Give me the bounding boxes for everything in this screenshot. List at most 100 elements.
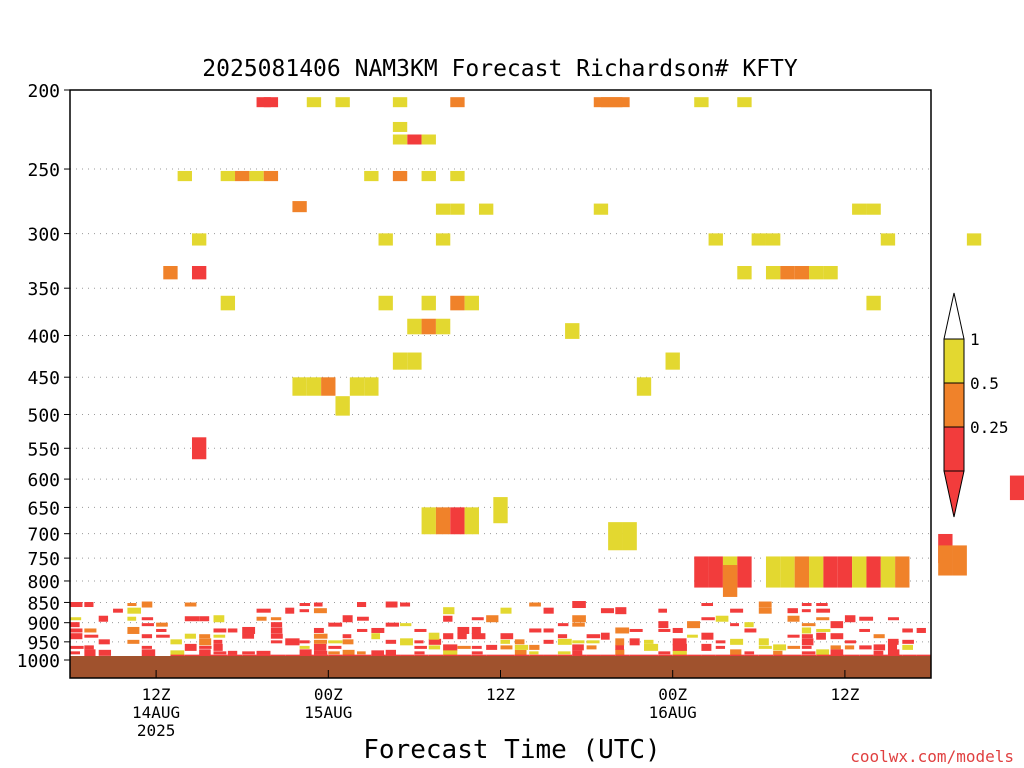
data-cell: [694, 556, 709, 588]
boundary-cell: [830, 645, 841, 650]
boundary-cell: [658, 621, 669, 629]
boundary-cell: [313, 633, 328, 639]
boundary-cell: [543, 639, 554, 644]
x-tick-label: 00Z: [658, 685, 687, 704]
boundary-cell: [400, 638, 413, 646]
boundary-cell: [199, 645, 212, 649]
boundary-cell: [500, 607, 512, 614]
y-tick-label: 400: [27, 326, 60, 347]
data-cell: [608, 522, 623, 551]
boundary-cell: [156, 622, 168, 627]
data-cell: [780, 265, 795, 280]
boundary-cell: [715, 640, 726, 644]
boundary-cell: [572, 640, 585, 644]
y-tick-label: 700: [27, 525, 60, 546]
boundary-cell: [715, 645, 726, 649]
boundary-cell: [328, 622, 343, 627]
boundary-cell: [457, 626, 470, 634]
boundary-cell: [787, 645, 801, 649]
boundary-cell: [572, 622, 585, 627]
boundary-cell: [414, 628, 427, 632]
boundary-cell: [859, 628, 871, 632]
data-cell: [1009, 475, 1024, 501]
boundary-cell: [414, 651, 425, 655]
boundary-cell: [586, 640, 600, 644]
data-cell: [263, 170, 279, 182]
boundary-cell: [902, 628, 913, 633]
data-cell: [435, 507, 451, 535]
boundary-cell: [701, 617, 715, 621]
boundary-cell: [70, 633, 83, 640]
boundary-cell: [658, 608, 668, 613]
data-cell: [292, 201, 307, 213]
data-cell: [306, 97, 322, 108]
data-cell: [191, 233, 207, 246]
x-tick-label: 2025: [137, 721, 176, 740]
boundary-cell: [514, 649, 527, 656]
data-cell: [694, 97, 709, 108]
boundary-cell: [98, 615, 109, 622]
y-tick-label: 650: [27, 498, 60, 519]
boundary-cell: [801, 609, 811, 613]
boundary-cell: [70, 622, 80, 628]
boundary-cell: [170, 639, 182, 645]
data-cell: [708, 233, 723, 246]
boundary-cell: [357, 651, 366, 655]
boundary-cell: [500, 639, 511, 644]
boundary-cell: [141, 623, 154, 627]
boundary-cell: [127, 603, 137, 607]
boundary-cell: [486, 615, 499, 623]
data-cell: [751, 233, 766, 246]
data-cell: [392, 134, 408, 145]
boundary-cell: [471, 645, 482, 649]
boundary-cell: [715, 615, 729, 622]
data-cell: [493, 497, 508, 524]
chart-title: 2025081406 NAM3KM Forecast Richardson# K…: [202, 56, 798, 82]
x-tick-label: 14AUG: [132, 703, 180, 722]
data-cell: [256, 97, 271, 108]
boundary-cell: [787, 608, 798, 614]
data-cell: [407, 134, 422, 145]
legend: 1 0.5 0.25: [943, 292, 1009, 518]
data-cell: [852, 556, 867, 588]
boundary-cell: [98, 639, 110, 645]
boundary-cell: [385, 639, 397, 644]
boundary-cell: [816, 628, 831, 632]
data-cell: [235, 170, 250, 182]
boundary-cell: [801, 627, 812, 634]
boundary-cell: [457, 645, 471, 649]
data-cell: [837, 556, 853, 588]
boundary-cell: [328, 640, 343, 644]
boundary-cell: [242, 633, 255, 639]
y-axis: 200 250 300 350 400 450 500 550 600 650 700 7508008…: [17, 81, 70, 672]
boundary-cell: [84, 649, 96, 657]
boundary-cell: [299, 645, 310, 649]
boundary-cell: [615, 649, 625, 657]
boundary-cell: [529, 602, 541, 607]
y-tick-label: 750: [27, 549, 60, 570]
data-cell: [306, 377, 322, 396]
data-cell: [364, 170, 379, 182]
boundary-cell: [830, 633, 844, 640]
data-cell: [737, 97, 752, 108]
data-cell: [880, 233, 896, 246]
boundary-cell: [787, 634, 800, 638]
boundary-cell: [816, 603, 828, 607]
boundary-cell: [672, 650, 687, 656]
boundary-cell: [213, 643, 223, 651]
data-cell: [478, 203, 494, 215]
data-cell: [866, 295, 881, 311]
boundary-cell: [385, 601, 398, 608]
data-cell: [852, 203, 867, 215]
boundary-cell: [270, 633, 283, 639]
boundary-cell: [687, 634, 698, 638]
data-cell: [823, 265, 838, 280]
boundary-cell: [758, 607, 772, 614]
boundary-cell: [342, 649, 355, 656]
boundary-cell: [184, 633, 196, 639]
boundary-cell: [744, 628, 757, 633]
boundary-cell: [887, 638, 899, 645]
boundary-cell: [801, 603, 812, 607]
y-tick-label: 600: [27, 470, 60, 491]
data-cell: [407, 352, 422, 370]
